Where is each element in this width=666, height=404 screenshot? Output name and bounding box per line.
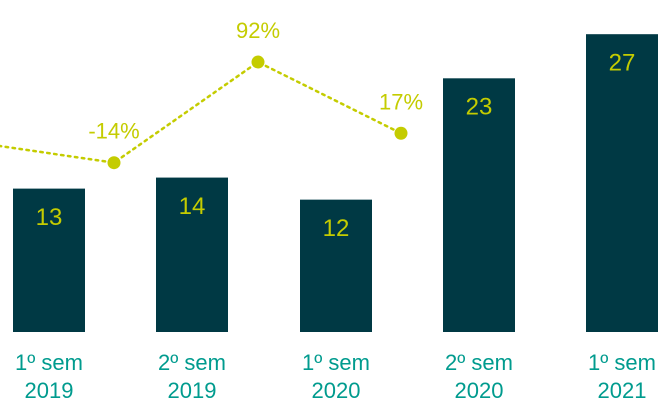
- x-tick-label: 1º sem 2020: [302, 350, 370, 403]
- labels-layer: 13141223278%-14%92%17%: [36, 18, 636, 242]
- growth-line-layer: [0, 55, 408, 170]
- x-tick-label: 1º sem 2021: [588, 350, 656, 403]
- bar: [443, 78, 515, 332]
- bar: [300, 199, 372, 332]
- growth-point: [394, 126, 408, 140]
- bar: [586, 34, 658, 332]
- x-axis-labels: 1º sem 2019 2º sem 2019 1º sem 2020 2º sem 2020…: [15, 350, 656, 403]
- growth-line: [0, 60, 403, 165]
- growth-point: [251, 55, 265, 69]
- x-tick-label: 2º sem 2020: [445, 350, 513, 403]
- bar-value-label: 12: [323, 215, 350, 242]
- growth-point: [107, 156, 121, 170]
- growth-value-label: 92%: [236, 18, 280, 43]
- bars-layer: [13, 34, 658, 332]
- bar: [13, 188, 85, 332]
- bar-value-label: 23: [466, 94, 493, 121]
- x-tick-label: 1º sem 2019: [15, 350, 83, 403]
- bar: [156, 177, 228, 332]
- x-tick-label: 2º sem 2019: [158, 350, 226, 403]
- growth-value-label: 17%: [379, 89, 423, 114]
- bar-value-label: 14: [179, 193, 206, 220]
- bar-value-label: 13: [36, 204, 63, 231]
- growth-value-label: -14%: [88, 119, 139, 144]
- bar-value-label: 27: [609, 50, 636, 77]
